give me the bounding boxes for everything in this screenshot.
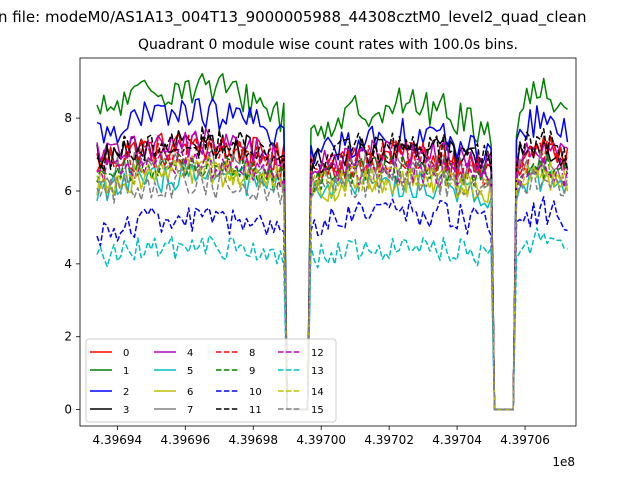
series-layer bbox=[96, 72, 569, 411]
x-tick-label: 4.39696 bbox=[161, 433, 211, 447]
legend-label-10: 10 bbox=[249, 387, 262, 398]
legend-label-5: 5 bbox=[187, 366, 193, 377]
figure-suptitle: n file: modeM0/AS1A13_004T13_9000005988_… bbox=[0, 8, 587, 27]
legend-label-9: 9 bbox=[249, 366, 255, 377]
x-tick-label: 4.39698 bbox=[228, 433, 278, 447]
y-axis: 0 2 4 6 8 bbox=[64, 111, 80, 417]
y-tick-label: 4 bbox=[64, 257, 72, 271]
legend-label-4: 4 bbox=[187, 348, 193, 359]
series-line-6 bbox=[96, 158, 569, 411]
x-axis: 4.39694 4.39696 4.39698 4.39700 4.39702 4.397… bbox=[93, 426, 550, 447]
series-line-4 bbox=[96, 127, 568, 411]
y-tick-label: 2 bbox=[64, 330, 72, 344]
y-tick-label: 0 bbox=[64, 403, 72, 417]
legend-label-13: 13 bbox=[311, 366, 324, 377]
legend-label-2: 2 bbox=[123, 387, 129, 398]
legend-label-11: 11 bbox=[249, 405, 262, 416]
y-tick-label: 6 bbox=[64, 184, 72, 198]
series-line-10 bbox=[96, 196, 568, 411]
legend-label-1: 1 bbox=[123, 366, 129, 377]
x-tick-label: 4.39704 bbox=[432, 433, 482, 447]
series-line-13 bbox=[96, 227, 568, 411]
x-offset-label: 1e8 bbox=[552, 455, 575, 469]
series-line-15 bbox=[96, 167, 569, 411]
series-line-12 bbox=[96, 148, 569, 411]
legend-label-12: 12 bbox=[311, 348, 324, 359]
x-tick-label: 4.39702 bbox=[364, 433, 414, 447]
legend-label-8: 8 bbox=[249, 348, 255, 359]
chart-title: Quadrant 0 module wise count rates with … bbox=[138, 37, 518, 53]
x-tick-label: 4.39706 bbox=[500, 433, 550, 447]
legend-label-15: 15 bbox=[311, 405, 324, 416]
legend-label-14: 14 bbox=[311, 387, 324, 398]
legend-label-6: 6 bbox=[187, 387, 193, 398]
y-tick-label: 8 bbox=[64, 111, 72, 125]
series-line-1 bbox=[96, 72, 568, 411]
legend-label-0: 0 bbox=[123, 348, 129, 359]
x-tick-label: 4.39694 bbox=[93, 433, 143, 447]
x-tick-label: 4.39700 bbox=[296, 433, 346, 447]
legend-frame bbox=[85, 338, 337, 423]
legend-label-3: 3 bbox=[123, 405, 129, 416]
axes-frame bbox=[79, 57, 577, 427]
series-line-9 bbox=[96, 151, 569, 411]
series-line-11 bbox=[96, 125, 569, 411]
plot-area: 4.39694 4.39696 4.39698 4.39700 4.39702 4.397… bbox=[64, 57, 577, 469]
legend-label-7: 7 bbox=[187, 405, 193, 416]
